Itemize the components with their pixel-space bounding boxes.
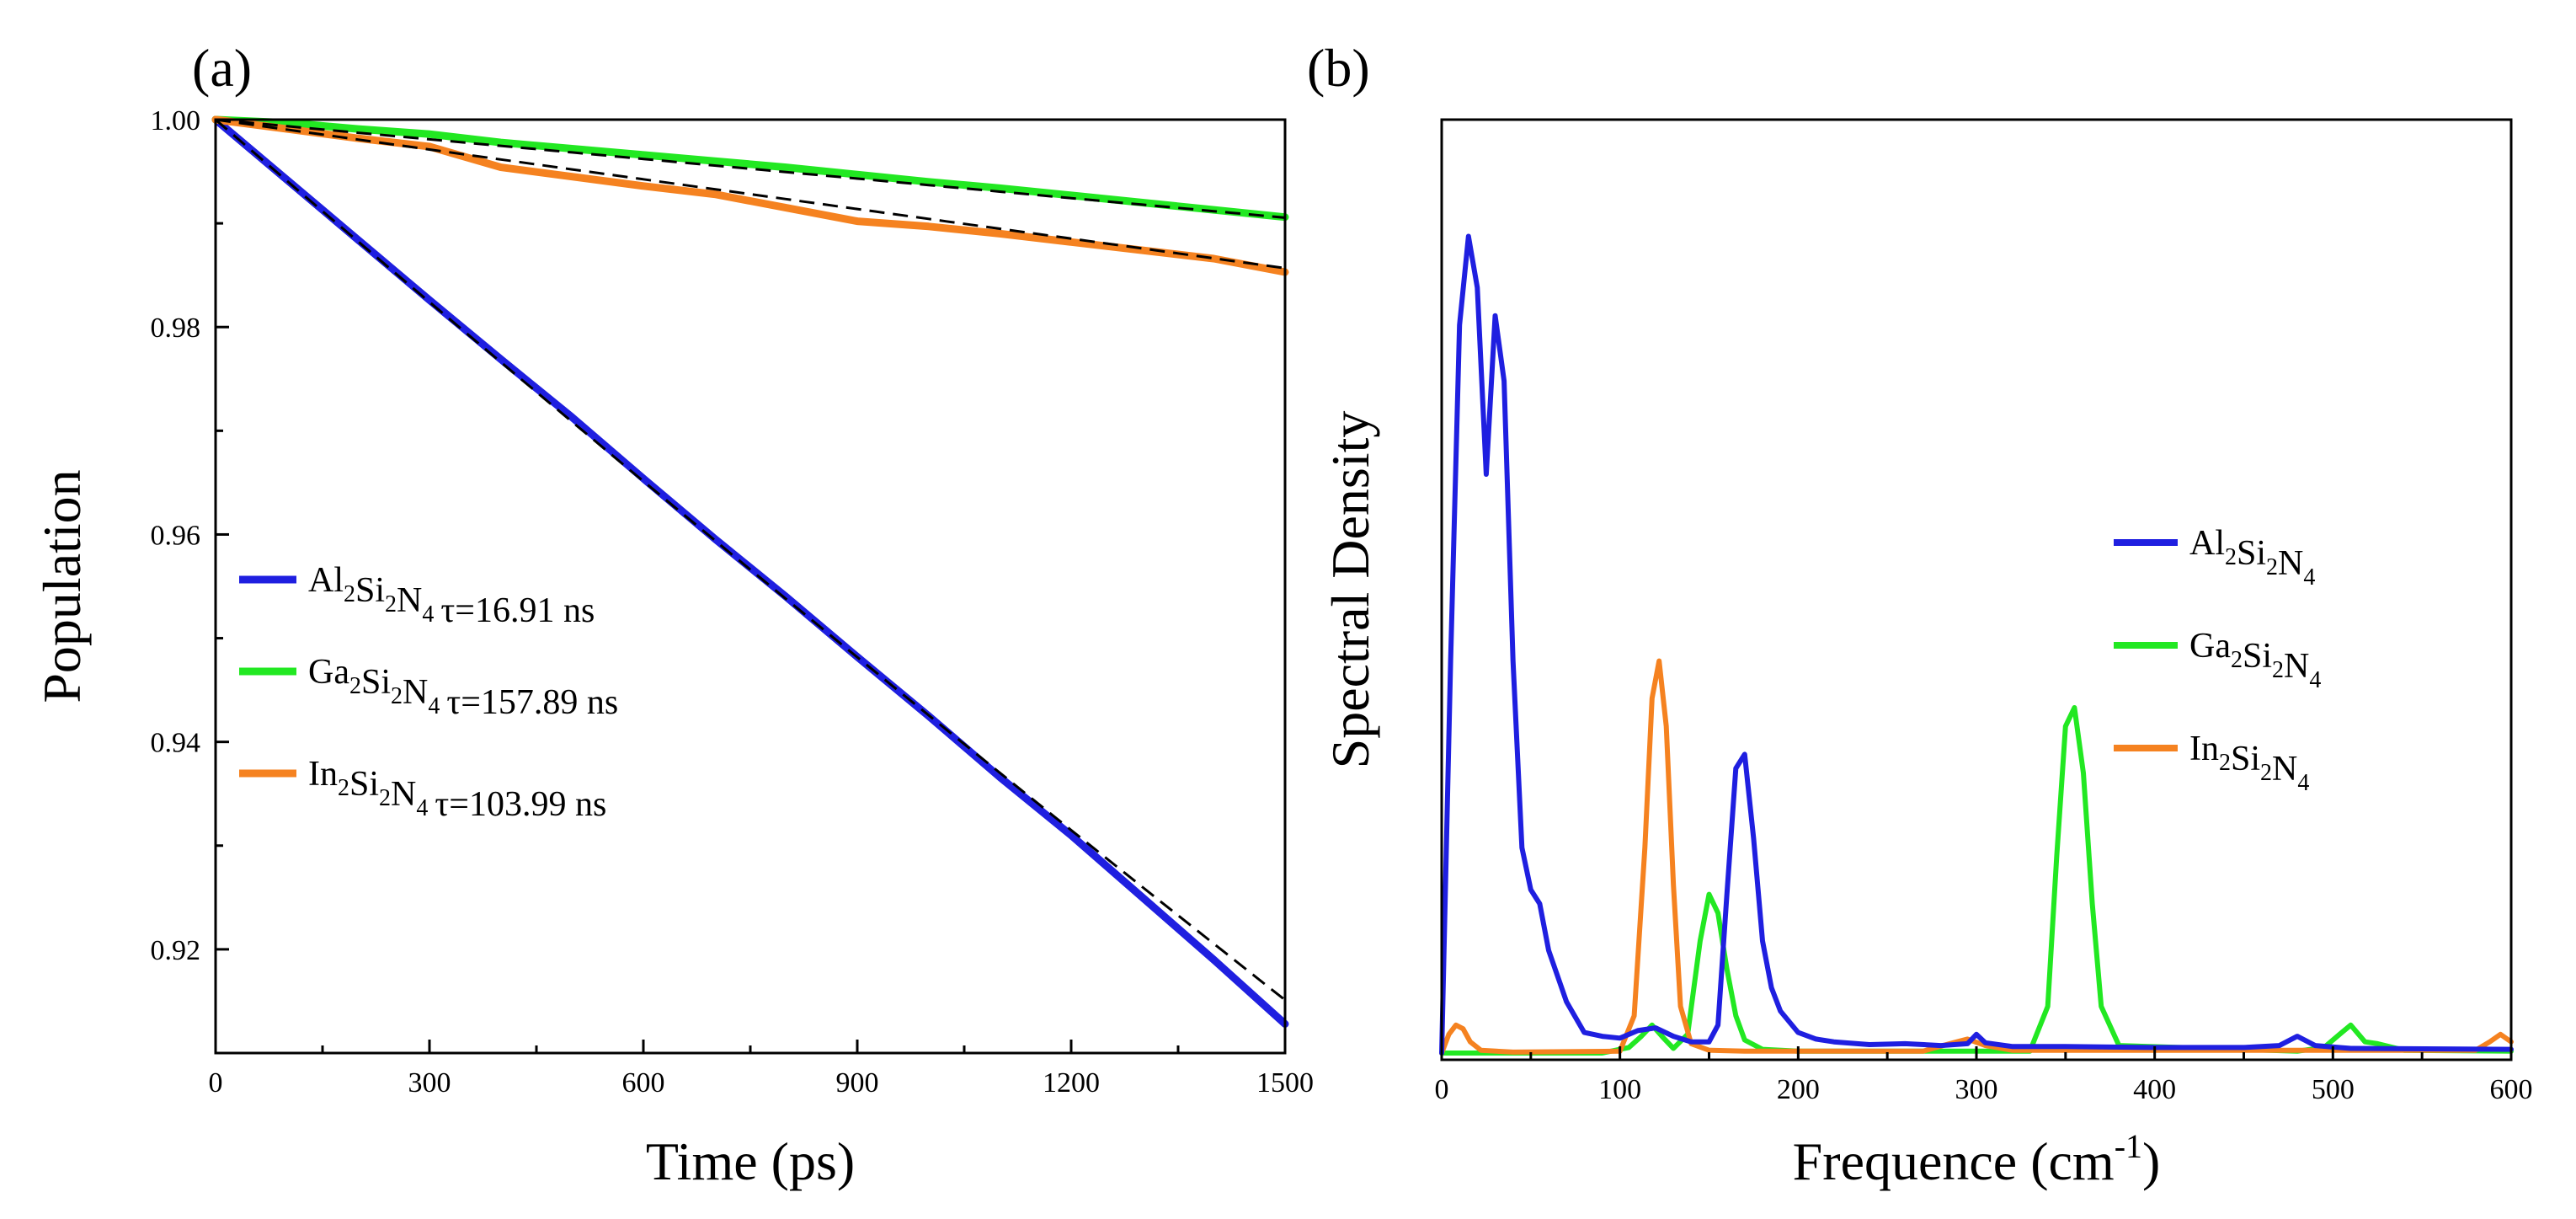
formula-subscript: 4	[416, 795, 428, 821]
formula-element: N	[2272, 750, 2297, 789]
y-tick-label: 0.96	[151, 520, 201, 551]
series-line-In2Si2N4	[211, 115, 1289, 276]
formula-element: Si	[2243, 637, 2272, 676]
formula-subscript: 4	[428, 693, 440, 719]
series-line-Ga2Si2N4	[211, 115, 1289, 222]
y-tick-label: 0.92	[151, 935, 201, 966]
panel-b-frame	[1440, 118, 2513, 1061]
x-tick-label: 300	[408, 1067, 451, 1099]
panel-a-label: (a)	[192, 38, 252, 98]
formula-element: In	[308, 755, 338, 794]
x-tick-label: 600	[2490, 1074, 2533, 1105]
panel-b-plot-area	[1439, 233, 2514, 1056]
panel-a-ticks: 0 300 600 900 1200 1500 0.92 0.94 0.96 0.98 1.00	[151, 105, 1315, 1099]
formula-subscript: 2	[2225, 544, 2237, 570]
x-tick-label: 600	[622, 1067, 665, 1099]
formula-element: N	[391, 775, 416, 814]
formula-element: N	[2278, 544, 2303, 583]
x-tick-label: 0	[209, 1067, 223, 1099]
panel-b-ticks: 0 100 200 300 400 500 600	[1435, 1046, 2533, 1105]
panel-b-xlabel-sup: -1	[2115, 1127, 2142, 1165]
series-line-Al2Si2N4	[211, 115, 1289, 1028]
formula-element: N	[403, 673, 428, 712]
formula-element: Si	[361, 663, 391, 702]
y-tick-label: 0.98	[151, 313, 201, 344]
panel-b: (b) 0 100 200 300 400 500 600 Frequence (cm-1)…	[1307, 38, 2533, 1191]
formula-subscript: 2	[379, 785, 391, 811]
panel-b-label: (b)	[1307, 38, 1370, 98]
legend-tau: τ=103.99 ns	[435, 785, 606, 824]
formula-element: Ga	[308, 653, 349, 692]
formula-subscript: 2	[2272, 657, 2284, 683]
formula-element: N	[2284, 647, 2309, 686]
legend-label-In2Si2N4: In2Si2N4 τ=103.99 ns	[308, 755, 606, 824]
formula-subscript: 2	[391, 683, 403, 709]
formula-subscript: 2	[2266, 554, 2278, 580]
formula-subscript: 4	[2309, 667, 2321, 693]
legend-tau: τ=16.91 ns	[440, 591, 595, 630]
legend-tau: τ=157.89 ns	[446, 683, 618, 722]
panel-b-xlabel-main: Frequence (cm	[1793, 1131, 2115, 1191]
formula-subscript: 2	[385, 591, 397, 618]
formula-subscript: 4	[2303, 564, 2315, 591]
y-tick-label: 1.00	[151, 105, 201, 136]
formula-subscript: 2	[338, 775, 349, 801]
formula-element: Al	[308, 561, 344, 600]
formula-subscript: 4	[422, 601, 434, 628]
formula-element: Si	[2237, 534, 2266, 573]
panel-a: (a) 0 300 600 900 1200 1500 0.92 0.94 0.96 0.98 1.…	[32, 38, 1314, 1191]
x-tick-label: 400	[2133, 1074, 2176, 1105]
formula-element: Si	[355, 571, 385, 610]
y-tick-label: 0.94	[151, 728, 201, 759]
x-tick-label: 0	[1435, 1074, 1449, 1105]
formula-element: Ga	[2189, 627, 2231, 666]
series-line-Al2Si2N4	[1439, 233, 2514, 1056]
x-tick-label: 300	[1955, 1074, 1998, 1105]
x-tick-label: 1500	[1256, 1067, 1314, 1099]
formula-element: Si	[349, 765, 379, 804]
formula-subscript: 2	[344, 581, 355, 607]
legend-label-Al2Si2N4: Al2Si2N4 τ=16.91 ns	[308, 561, 595, 630]
x-tick-label: 500	[2312, 1074, 2355, 1105]
formula-subscript: 2	[349, 673, 361, 699]
panel-a-xlabel: Time (ps)	[646, 1131, 855, 1191]
formula-element: Al	[2189, 524, 2225, 563]
formula-subscript: 2	[2231, 647, 2243, 673]
legend-label-In2Si2N4: In2Si2N4	[2189, 730, 2309, 796]
fit-line-Al2Si2N4	[215, 118, 1286, 1002]
panel-b-xlabel: Frequence (cm-1)	[1793, 1127, 2161, 1191]
x-tick-label: 900	[836, 1067, 879, 1099]
formula-subscript: 2	[2219, 750, 2231, 776]
x-tick-label: 100	[1598, 1074, 1641, 1105]
legend-label-Al2Si2N4: Al2Si2N4	[2189, 524, 2315, 591]
panel-b-ylabel: Spectral Density	[1320, 411, 1380, 769]
legend-label-Ga2Si2N4: Ga2Si2N4 τ=157.89 ns	[308, 653, 618, 722]
panel-b-xlabel-end: )	[2142, 1131, 2160, 1191]
formula-subscript: 4	[2297, 770, 2309, 796]
formula-subscript: 2	[2260, 760, 2272, 786]
formula-element: In	[2189, 730, 2219, 768]
series-line-In2Si2N4	[1439, 658, 2514, 1056]
fit-line-Ga2Si2N4	[215, 118, 1286, 219]
x-tick-label: 1200	[1043, 1067, 1100, 1099]
x-tick-label: 200	[1777, 1074, 1820, 1105]
panel-a-plot-area	[211, 115, 1289, 1028]
formula-element: Si	[2231, 740, 2260, 778]
fit-line-In2Si2N4	[215, 118, 1286, 270]
legend-label-Ga2Si2N4: Ga2Si2N4	[2189, 627, 2321, 693]
panel-a-ylabel: Population	[32, 469, 92, 703]
formula-element: N	[397, 581, 422, 620]
series-line-Ga2Si2N4	[1439, 705, 2514, 1056]
